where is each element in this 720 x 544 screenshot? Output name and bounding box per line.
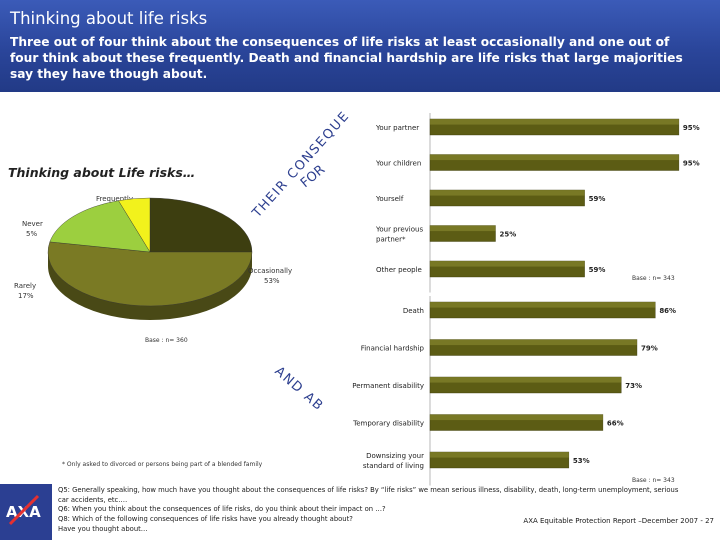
report-reference: AXA Equitable Protection Report –Decembe… bbox=[523, 517, 714, 525]
top-base-label: Base : n= 343 bbox=[632, 275, 675, 282]
axa-logo-mark: AXA bbox=[6, 494, 41, 526]
question-notes: Q5: Generally speaking, how much have yo… bbox=[58, 486, 718, 535]
bar-highlight bbox=[430, 190, 585, 196]
question-q5: Q5: Generally speaking, how much have yo… bbox=[58, 486, 679, 494]
bar-highlight bbox=[430, 452, 569, 458]
question-q6: Q6: When you think about the consequence… bbox=[58, 505, 386, 514]
bar-category-label: Your children bbox=[375, 160, 421, 168]
pie-heading: Thinking about Life risks… bbox=[8, 165, 196, 180]
bar-category-label: Your partner bbox=[375, 124, 419, 132]
pie-label-occasionally: Occasionally bbox=[248, 267, 292, 275]
bottom-base-label: Base : n= 343 bbox=[632, 477, 675, 484]
intro-text: Three out of four think about the conseq… bbox=[10, 35, 683, 81]
pie-label-frequently: Frequently bbox=[96, 195, 133, 203]
bar-value-label: 86% bbox=[659, 307, 676, 315]
bar-highlight bbox=[430, 414, 603, 421]
bar-value-label: 95% bbox=[683, 124, 700, 132]
question-q8-continued: Have you thought about… bbox=[58, 524, 148, 533]
bar-highlight bbox=[430, 154, 679, 161]
bar-category-label: Other people bbox=[376, 266, 422, 274]
bar-highlight bbox=[430, 225, 496, 232]
bar-highlight bbox=[430, 119, 679, 125]
consequences-arc-label: THEIR CONSEQUENCES bbox=[0, 0, 353, 222]
bar-category-label: Yourself bbox=[375, 195, 404, 203]
bar-value-label: 53% bbox=[573, 457, 590, 465]
pie-value-rarely: 17% bbox=[18, 292, 34, 300]
pie-value-never: 5% bbox=[26, 230, 37, 238]
page-title: Thinking about life risks bbox=[10, 9, 208, 28]
pie-chart: Frequently25%Occasionally53%Rarely17%Nev… bbox=[14, 195, 292, 320]
bar-value-label: 25% bbox=[500, 231, 517, 239]
bar-highlight bbox=[430, 302, 656, 308]
pie-base-label: Base : n= 360 bbox=[145, 337, 188, 344]
bar-highlight bbox=[430, 261, 585, 267]
life-risks-bar-chart: Death 86% Financial hardship 79% Permanent d… bbox=[352, 296, 676, 486]
question-q8: Q8: Which of the following consequences … bbox=[58, 515, 353, 524]
bar-category-label: Death bbox=[403, 307, 424, 315]
pie-slice-never bbox=[118, 197, 151, 253]
bar-value-label: 66% bbox=[607, 420, 624, 428]
footnote: * Only asked to divorced or persons bein… bbox=[62, 461, 263, 468]
pie-value-occasionally: 53% bbox=[264, 277, 280, 285]
pie-slice-occasionally bbox=[47, 241, 253, 307]
bar-value-label: 59% bbox=[589, 195, 606, 203]
pie-slice-rarely bbox=[49, 200, 151, 253]
question-q5-continued: car accidents, etc.… bbox=[58, 495, 128, 504]
bar-category-label: Permanent disability bbox=[352, 382, 424, 390]
bar-value-label: 73% bbox=[625, 382, 642, 390]
bar-value-label: 79% bbox=[641, 345, 658, 353]
bar-value-label: 95% bbox=[683, 160, 700, 168]
bar-category-label: Temporary disability bbox=[352, 420, 424, 428]
bar-category-label: Downsizing your bbox=[366, 452, 424, 460]
consequences-bar-chart: Your partner 95% Your children 95% Yourself 5… bbox=[375, 113, 700, 293]
bar-category-label: Your previous bbox=[375, 226, 423, 234]
bar-highlight bbox=[430, 339, 637, 346]
bar-category-label: partner* bbox=[376, 236, 406, 244]
header-banner: Thinking about life risks Three out of f… bbox=[0, 0, 720, 92]
footer: AXA Q5: Generally speaking, how much hav… bbox=[0, 484, 720, 540]
pie-label-rarely: Rarely bbox=[14, 282, 36, 290]
axa-logo: AXA bbox=[0, 484, 52, 540]
pie-slice-frequently bbox=[149, 197, 253, 253]
bar-category-label: Financial hardship bbox=[361, 345, 425, 353]
bar-category-label: standard of living bbox=[363, 462, 424, 470]
bar-highlight bbox=[430, 377, 622, 383]
pie-label-never: Never bbox=[22, 220, 43, 228]
bar-value-label: 59% bbox=[589, 266, 606, 274]
